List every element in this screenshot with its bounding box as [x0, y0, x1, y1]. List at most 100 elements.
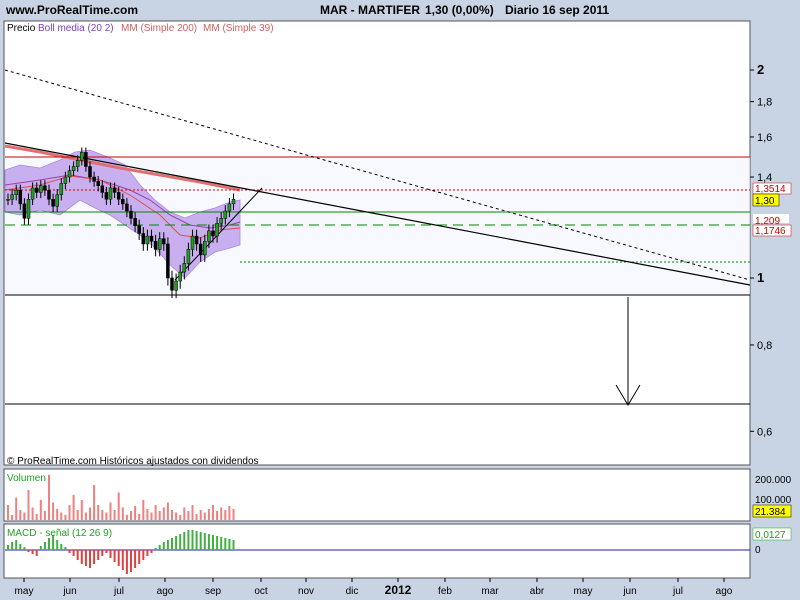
- volume-bar: [175, 512, 178, 520]
- candle-body: [198, 243, 203, 256]
- candle-body: [231, 199, 236, 205]
- candle-body: [47, 189, 51, 200]
- volume-bar: [142, 500, 145, 520]
- candle-body: [55, 194, 59, 207]
- legend-bollinger: Boll media (20 2): [38, 23, 114, 34]
- volume-bar: [52, 502, 55, 520]
- macd-bar: [68, 550, 71, 553]
- macd-zero-tick: 0: [755, 545, 761, 556]
- candle-body: [125, 203, 129, 212]
- volume-bar: [109, 502, 112, 520]
- volume-bar: [171, 510, 173, 520]
- badge-1-209: 1,209: [755, 216, 780, 227]
- time-tick-label: mar: [481, 586, 499, 597]
- volume-bar: [68, 505, 71, 520]
- volume-bar: [7, 505, 9, 520]
- price-tick-label: 1,8: [757, 97, 772, 109]
- candle-body: [174, 280, 178, 291]
- volume-bar: [80, 500, 83, 520]
- candle-body: [227, 203, 232, 212]
- volume-bar: [146, 509, 149, 520]
- price-tick-label: 1: [757, 270, 764, 285]
- volume-bar: [125, 515, 128, 520]
- macd-bar: [11, 542, 14, 550]
- macd-bar: [195, 531, 198, 550]
- time-axis: may jun jul ago sep oct nov dic 2012 feb mar abr may…: [15, 578, 733, 597]
- badge-last: 1,30: [755, 196, 775, 207]
- macd-bar: [43, 542, 46, 550]
- macd-bar: [93, 550, 96, 564]
- macd-bar: [117, 550, 120, 566]
- volume-bar: [15, 497, 18, 520]
- price-plot: [4, 69, 750, 406]
- candle-body: [219, 218, 223, 224]
- macd-histogram: [7, 530, 235, 574]
- volume-bar: [203, 512, 206, 520]
- time-tick-label: may: [574, 586, 593, 597]
- site-name[interactable]: www.ProRealTime.com: [6, 3, 139, 17]
- long-trendline: [4, 142, 750, 286]
- volume-bars: [7, 475, 235, 520]
- badge-1-3514: 1,3514: [755, 184, 786, 195]
- time-tick-label: jun: [62, 586, 76, 597]
- header-bar: www.ProRealTime.com MAR - MARTIFER 1,30 …: [0, 0, 800, 20]
- macd-bar: [207, 534, 210, 550]
- macd-bar: [134, 550, 137, 568]
- time-tick-label: jul: [113, 586, 124, 597]
- candle-body: [14, 189, 18, 195]
- time-tick-label: jul: [672, 586, 683, 597]
- macd-label: MACD - señal (12 26 9): [7, 528, 112, 539]
- time-tick-label: nov: [298, 586, 314, 597]
- volume-bar: [162, 507, 165, 520]
- candle-body: [153, 241, 158, 250]
- macd-badge: 0,0127: [755, 530, 786, 541]
- candle-body: [43, 185, 47, 191]
- macd-bar: [121, 550, 124, 570]
- volume-bar: [27, 490, 30, 520]
- candle-body: [145, 235, 150, 245]
- candle-body: [178, 271, 182, 282]
- volume-bar: [212, 505, 214, 520]
- macd-bar: [224, 538, 227, 550]
- macd-panel[interactable]: [3, 523, 751, 579]
- legend-mm200: MM (Simple 200): [121, 23, 197, 34]
- macd-bar: [166, 540, 169, 550]
- volume-bar: [76, 510, 79, 520]
- candle-body: [186, 249, 191, 264]
- macd-bar: [203, 533, 206, 550]
- macd-badge-bg: [752, 527, 792, 541]
- macd-bar: [48, 538, 50, 550]
- time-tick-label: dic: [346, 586, 359, 597]
- candle-body: [88, 166, 92, 178]
- volume-bar: [224, 510, 227, 520]
- volume-bar: [105, 512, 108, 520]
- macd-bar: [179, 534, 182, 550]
- price-axis: 2 1,8 1,6 1,4 1 0,8 0,6: [750, 62, 772, 438]
- volume-panel[interactable]: [3, 468, 751, 522]
- volume-bar: [117, 492, 120, 520]
- macd-bar: [72, 550, 75, 556]
- macd-bar: [158, 545, 161, 550]
- candle-body: [18, 189, 23, 205]
- macd-bar: [212, 535, 214, 550]
- macd-bar: [191, 530, 194, 550]
- macd-bar: [142, 550, 145, 560]
- volume-bar: [216, 511, 219, 520]
- macd-bar: [109, 550, 112, 558]
- volume-tick-200k: 200.000: [755, 475, 792, 486]
- volume-bar: [97, 505, 100, 520]
- macd-bar: [138, 550, 141, 564]
- macd-bar: [130, 550, 132, 572]
- macd-bar: [105, 550, 108, 553]
- macd-bar: [125, 550, 128, 574]
- candle-body: [182, 263, 187, 273]
- candle-body: [39, 185, 43, 193]
- macd-bar: [84, 550, 87, 566]
- candle-body: [207, 230, 211, 242]
- macd-bar: [35, 550, 38, 556]
- price-tick-label: 1,4: [757, 172, 772, 184]
- price-candles: [6, 147, 236, 299]
- candle-body: [26, 199, 31, 219]
- volume-bar: [43, 511, 46, 520]
